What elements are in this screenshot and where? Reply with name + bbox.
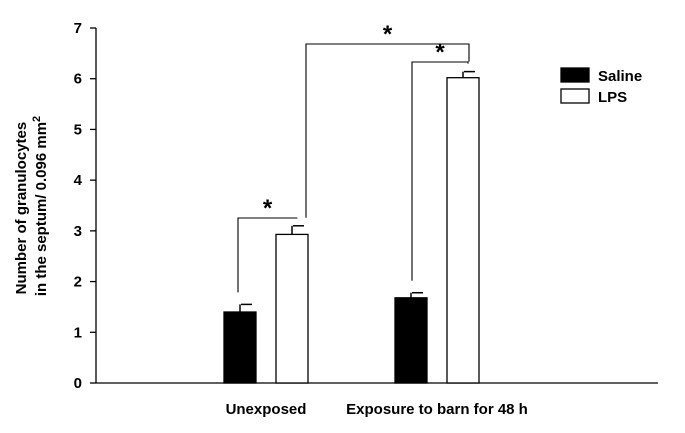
bracket-between-groups (305, 43, 470, 218)
legend-swatch-saline (560, 67, 590, 83)
x-category-label: Exposure to barn for 48 h (346, 401, 528, 418)
legend-label-saline: Saline (598, 68, 642, 85)
bar-saline-2 (394, 297, 428, 384)
y-axis-label-line-2-main: in the septum/ 0.096 mm (33, 122, 50, 296)
y-tick-label: 1 (74, 324, 82, 341)
bar-lps-2 (446, 77, 480, 384)
significance-star: * (435, 39, 445, 66)
x-category-label: Unexposed (226, 401, 307, 418)
y-tick-label: 6 (74, 71, 82, 88)
y-axis-label: Number of granulocytes in the septum/ 0.… (13, 116, 50, 296)
legend: Saline LPS (560, 67, 642, 106)
y-tick-label: 7 (74, 20, 82, 37)
y-tick-label: 0 (74, 375, 82, 392)
legend-swatch-lps (560, 88, 590, 104)
significance-star: * (383, 21, 393, 48)
significance-brackets: * * * (237, 21, 470, 293)
axes: 0 1 2 3 4 5 6 7 Unexposed Exposure to barn for 48… (74, 20, 658, 418)
y-axis-label-line-1: Number of granulocytes (13, 122, 30, 295)
bar-saline-1 (223, 311, 257, 384)
legend-label-lps: LPS (598, 89, 627, 106)
bracket-exposure (411, 61, 469, 281)
bar-lps-1 (275, 233, 309, 384)
significance-star: * (263, 195, 273, 222)
y-axis-label-superscript: 2 (31, 116, 43, 122)
y-tick-label: 5 (74, 121, 82, 138)
y-axis-label-line-2: in the septum/ 0.096 mm2 (31, 116, 50, 296)
bars (223, 70, 480, 384)
y-tick-label: 4 (74, 172, 83, 189)
bracket-unexposed (237, 217, 298, 293)
y-tick-label: 2 (74, 274, 82, 291)
y-tick-label: 3 (74, 223, 82, 240)
